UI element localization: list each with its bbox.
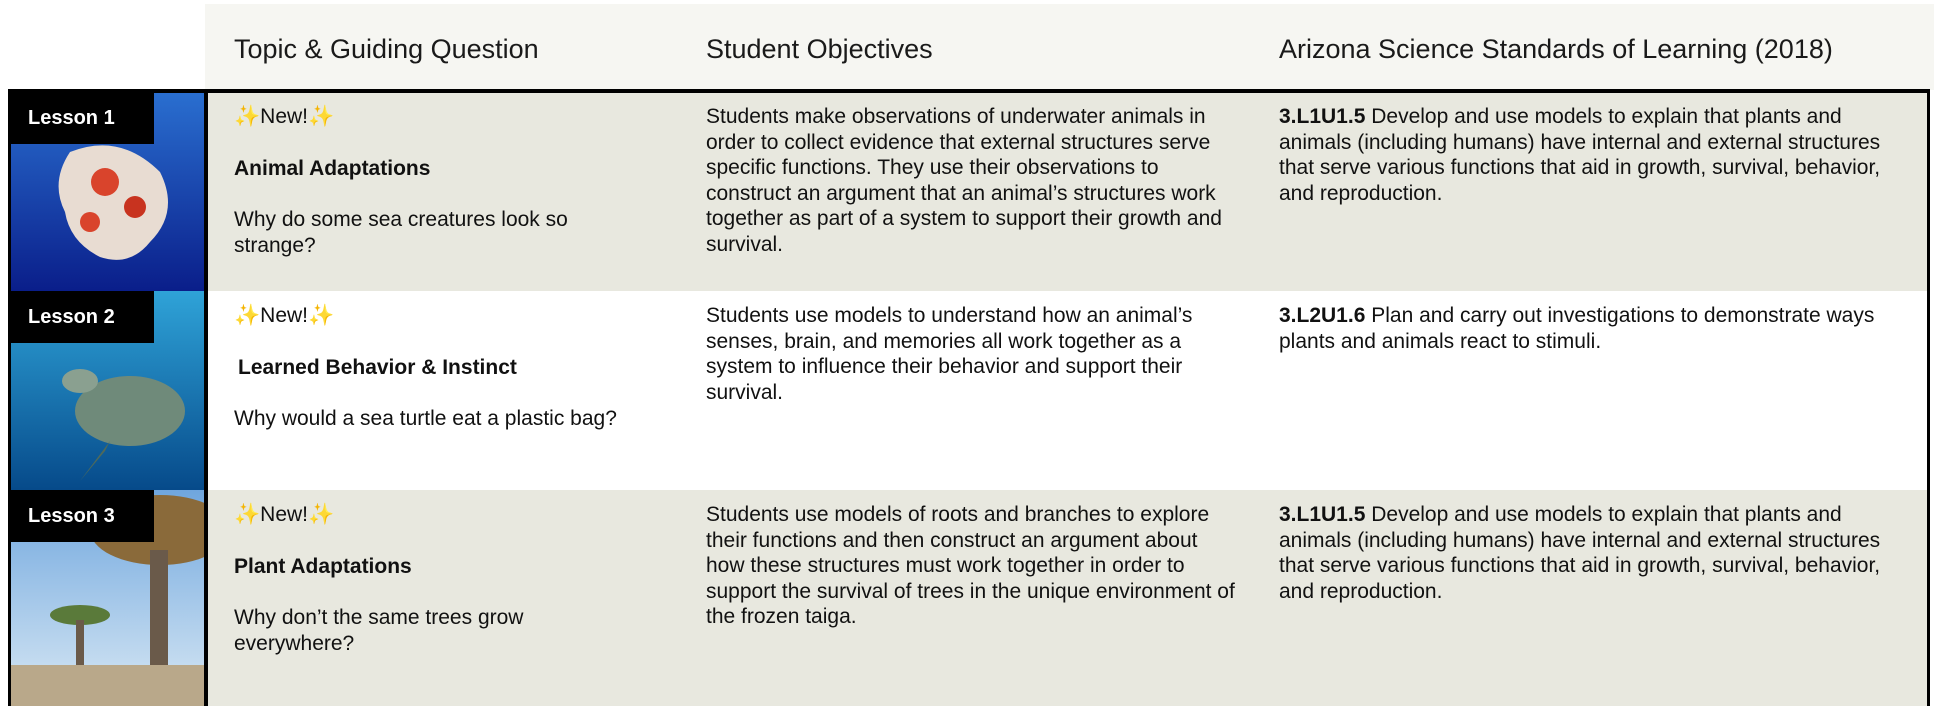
header-column: Student Objectives	[706, 34, 933, 64]
lesson-image: Lesson 1	[10, 92, 205, 291]
lesson-image: Lesson 2	[10, 291, 205, 490]
standard-text: Develop and use models to explain that p…	[1279, 503, 1881, 603]
objectives: Students make observations of underwater…	[706, 105, 1222, 256]
standard-text: Develop and use models to explain that p…	[1279, 105, 1881, 205]
border	[8, 89, 1930, 93]
lesson-label: Lesson 2	[10, 291, 154, 343]
row: ✨New!✨ Animal Adaptations Why do some se…	[205, 92, 1929, 291]
header-column: Topic & Guiding Question	[234, 34, 539, 64]
standard-code: 3.L1U1.5	[1279, 105, 1366, 128]
header-column: Arizona Science Standards of Learning (2…	[1279, 34, 1833, 64]
badge: ✨New!✨	[234, 304, 335, 327]
topic-title: Plant Adaptations	[234, 555, 412, 578]
standard-code: 3.L2U1.6	[1279, 304, 1366, 327]
standard-text: Plan and carry out investigations to dem…	[1279, 304, 1875, 353]
guiding-question: Why don’t the same trees grow everywhere…	[234, 606, 524, 655]
header: Topic & Guiding Question Student Objecti…	[205, 4, 1934, 90]
lesson-image: Lesson 3	[10, 490, 205, 706]
badge: ✨New!✨	[234, 503, 335, 526]
standard: 3.L1U1.5 Develop and use models to expla…	[1279, 502, 1919, 604]
guiding-question: Why do some sea creatures look so strang…	[234, 208, 568, 257]
row: ✨New!✨ Learned Behavior & Instinct Why w…	[205, 291, 1929, 490]
badge: ✨New!✨	[234, 105, 335, 128]
border	[204, 89, 208, 706]
border	[8, 89, 11, 706]
standard: 3.L1U1.5 Develop and use models to expla…	[1279, 104, 1919, 206]
row: ✨New!✨ Plant Adaptations Why don’t the s…	[205, 490, 1929, 706]
guiding-question: Why would a sea turtle eat a plastic bag…	[234, 407, 617, 430]
lesson-label: Lesson 1	[10, 92, 154, 144]
objectives: Students use models to understand how an…	[706, 304, 1193, 404]
topic-title: Learned Behavior & Instinct	[238, 356, 517, 379]
standard: 3.L2U1.6 Plan and carry out investigatio…	[1279, 303, 1919, 354]
objectives: Students use models of roots and branche…	[706, 503, 1235, 628]
lesson-label: Lesson 3	[10, 490, 154, 542]
border	[1927, 89, 1930, 706]
topic-title: Animal Adaptations	[234, 157, 431, 180]
standard-code: 3.L1U1.5	[1279, 503, 1366, 526]
